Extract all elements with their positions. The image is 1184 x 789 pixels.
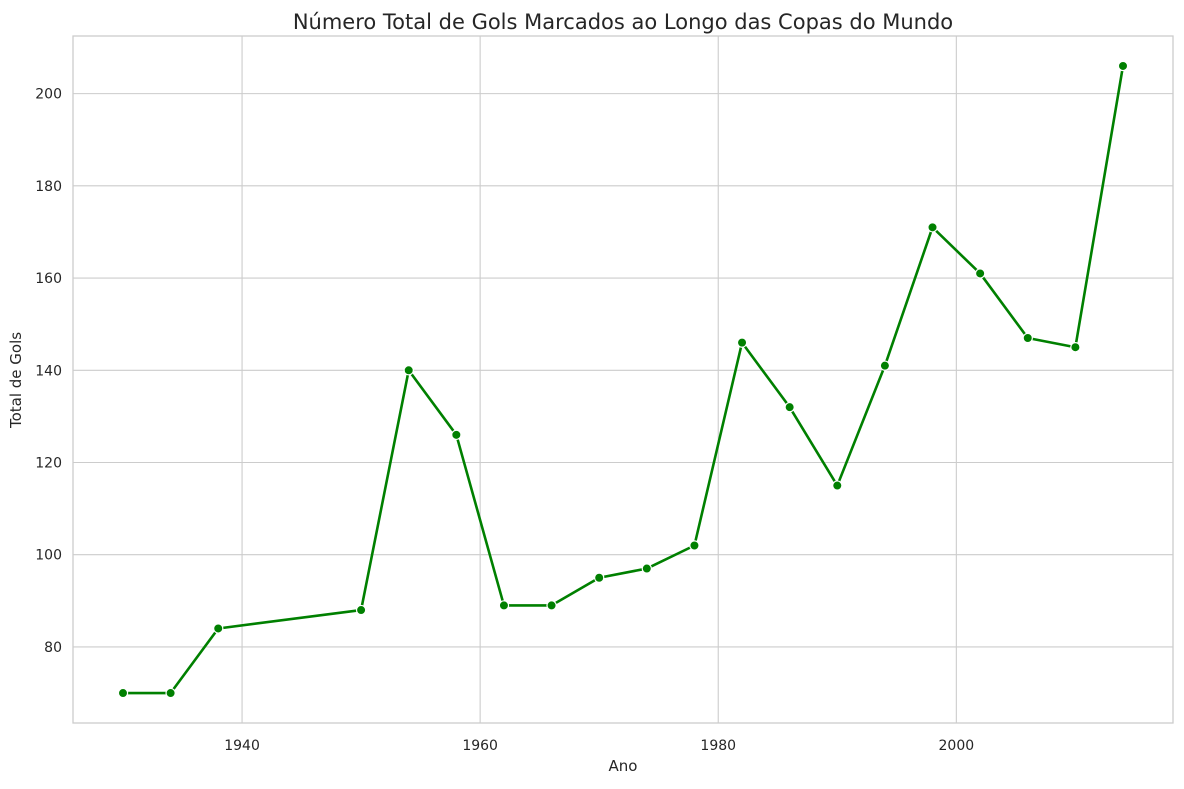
data-point [1070, 342, 1081, 353]
x-tick-label: 1940 [224, 738, 260, 754]
y-tick-label: 200 [35, 87, 62, 103]
data-point [498, 600, 510, 611]
series-line [121, 64, 1125, 695]
x-tick-label: 2000 [939, 738, 975, 754]
data-point [1117, 60, 1129, 72]
data-point [546, 600, 557, 611]
data-point [355, 604, 367, 616]
data-point [403, 365, 414, 376]
y-axis-label: Total de Gols [7, 332, 25, 429]
y-tick-label: 160 [35, 271, 62, 287]
x-tick-label: 1980 [700, 738, 736, 754]
data-point [213, 623, 224, 634]
series-layer [117, 60, 1129, 699]
data-point [879, 360, 891, 371]
y-tick-label: 180 [35, 179, 62, 195]
grid [73, 36, 1173, 723]
x-tick-label: 1960 [462, 738, 498, 754]
data-point [641, 563, 653, 574]
plot-frame [72, 35, 1174, 724]
y-tick-label: 80 [44, 640, 62, 656]
y-tick-label: 100 [35, 548, 62, 564]
data-point [832, 480, 843, 491]
data-point [117, 687, 129, 699]
data-point [593, 572, 605, 583]
data-point [736, 337, 748, 348]
x-axis-label: Ano [609, 757, 638, 775]
chart-title: Número Total de Gols Marcados ao Longo d… [293, 10, 953, 34]
data-point [927, 222, 938, 233]
y-tick-label: 140 [35, 363, 62, 379]
data-point [451, 429, 462, 441]
data-point [1022, 332, 1033, 344]
data-point [974, 268, 986, 279]
y-tick-label: 120 [35, 455, 62, 471]
data-point [165, 687, 176, 699]
data-point [689, 540, 700, 551]
data-point [784, 401, 795, 413]
tick-labels: 80 100 120 140 160 180 200 1940 1960 1980 2000 [35, 87, 974, 754]
